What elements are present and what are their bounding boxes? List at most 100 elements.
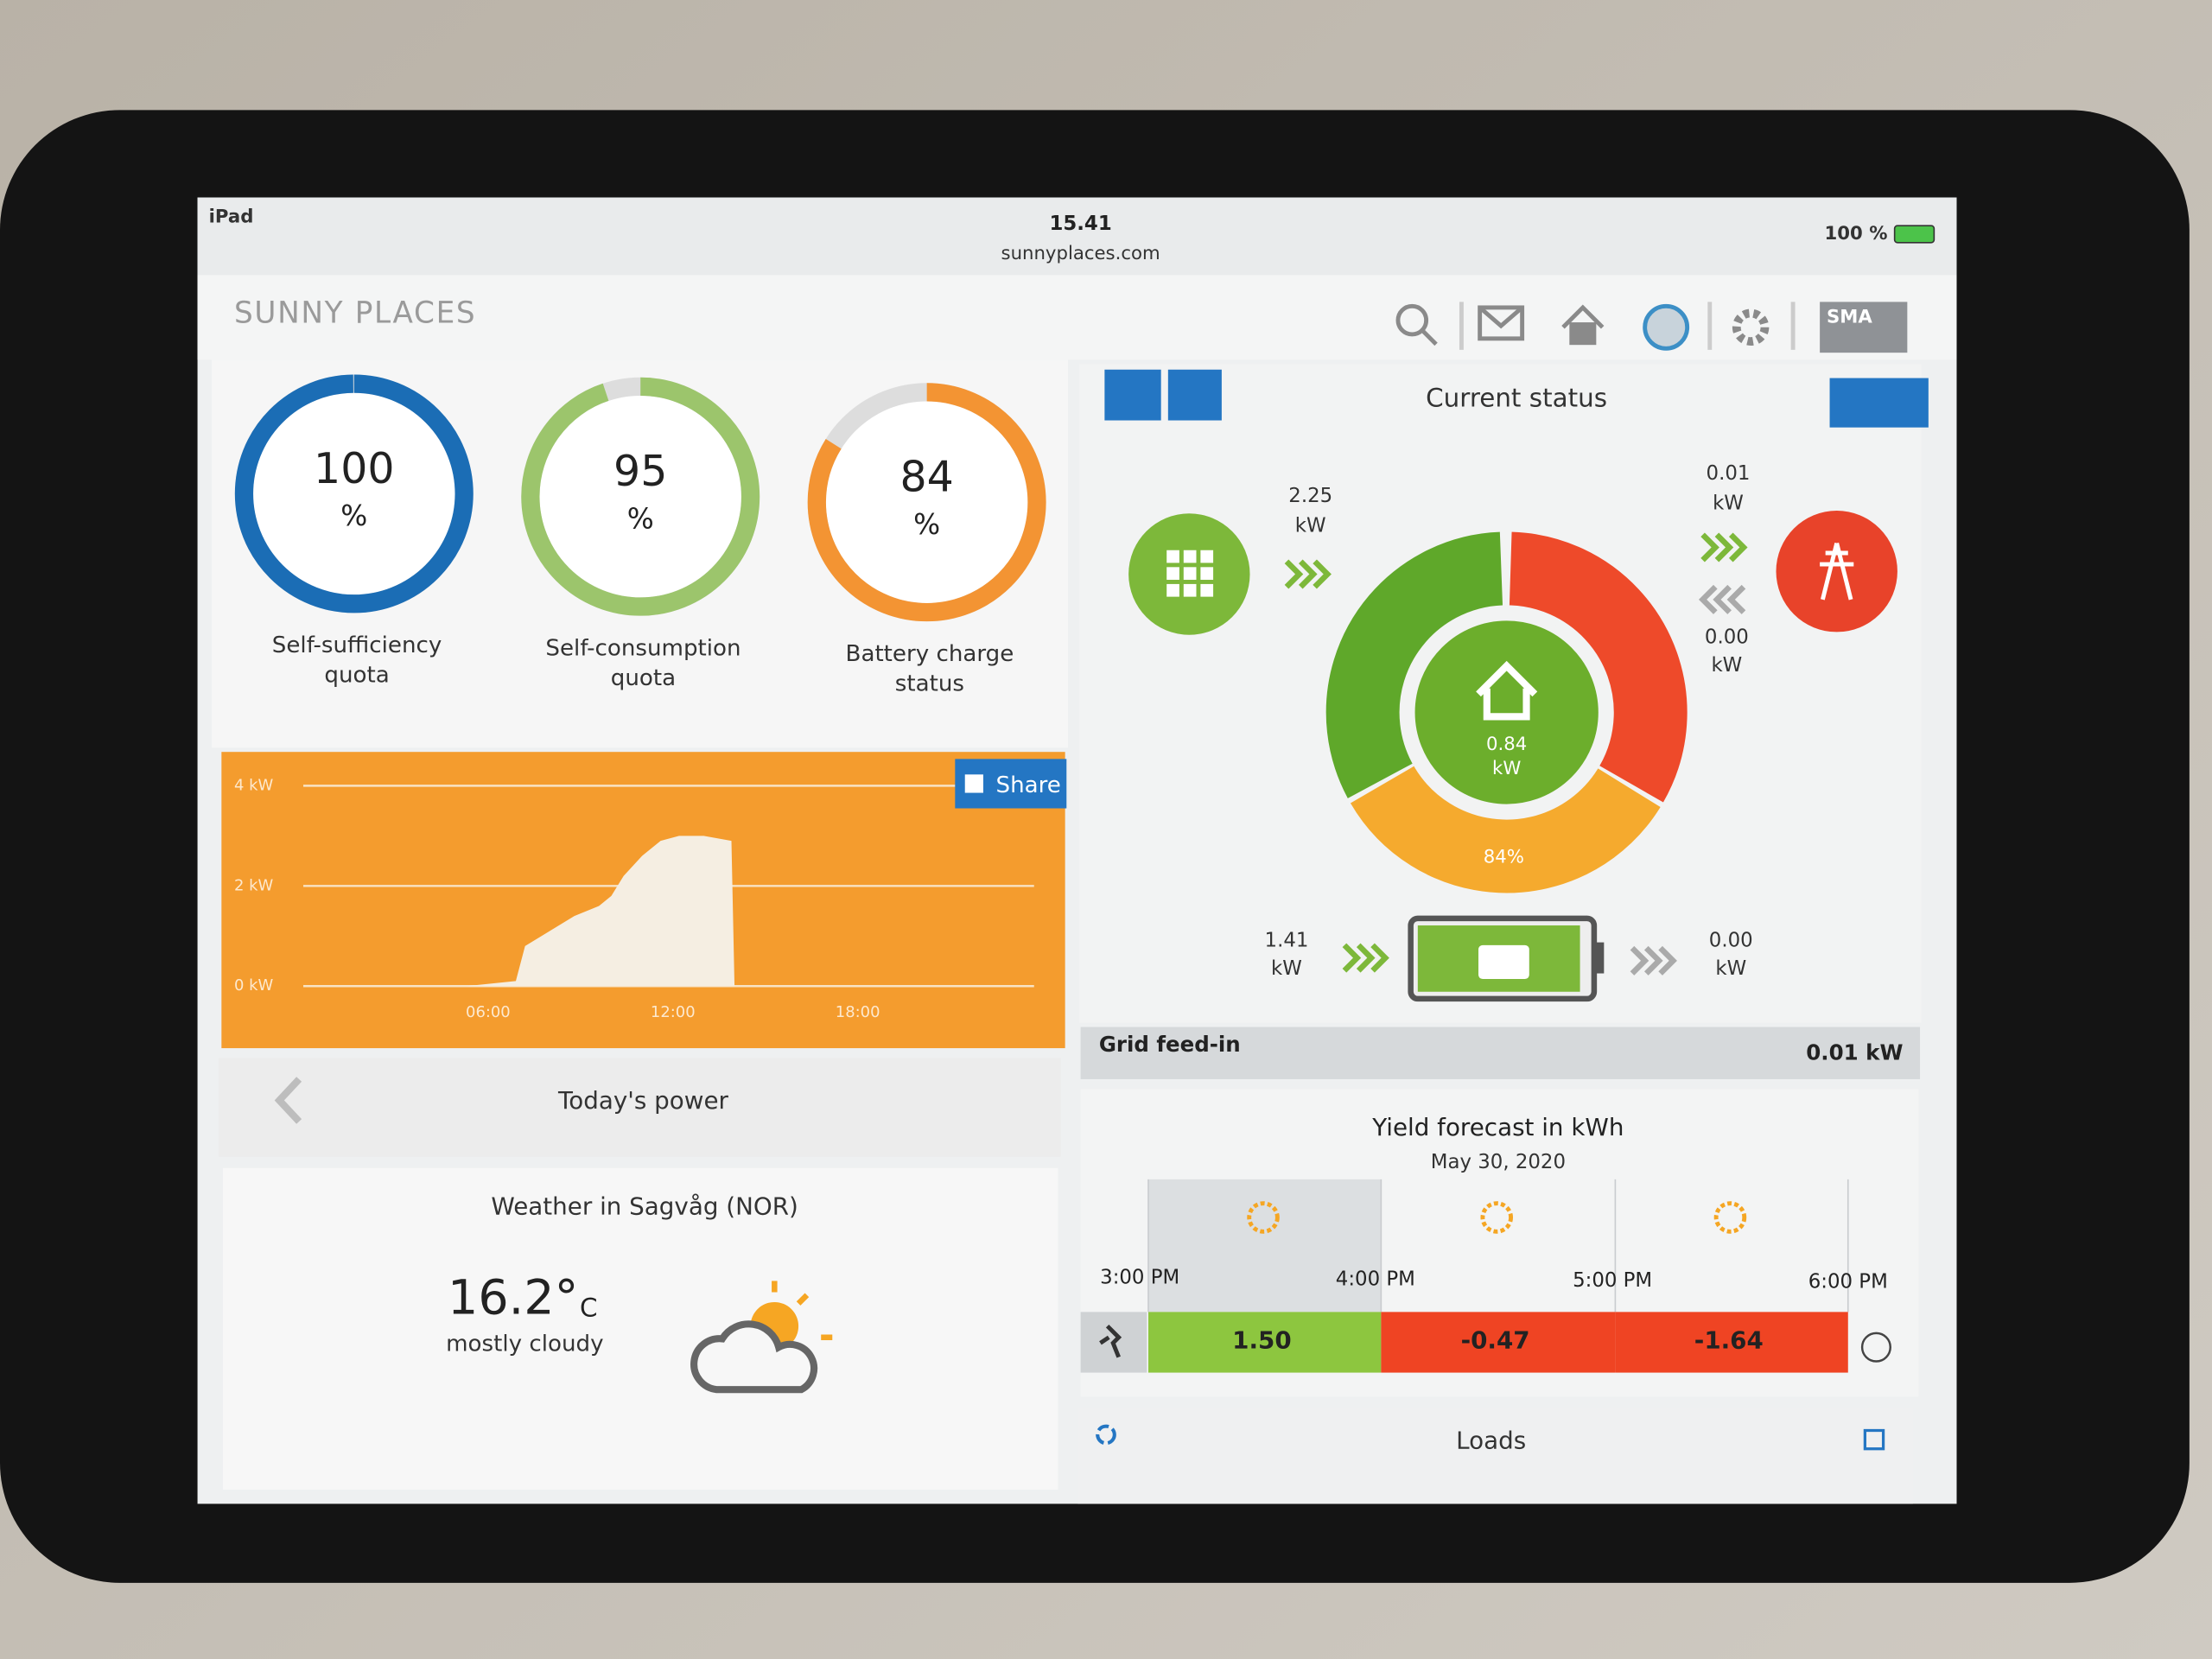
forecast-value: -0.47: [1461, 1326, 1530, 1355]
quotas: 100% Self-sufficiency quota 95% Self-consump…: [234, 374, 1046, 696]
forecast-table: 3:00 PM 4:00 PM 5:00 PM 6:00 PM 1.50 -0.47 -1.…: [1080, 1179, 1891, 1373]
pv-unit: kW: [1295, 514, 1326, 537]
battery-segment: [1325, 531, 1688, 893]
battery-discharge-flow: [1630, 945, 1677, 976]
grid-out-unit: kW: [1713, 492, 1744, 514]
edit-icon[interactable]: [1863, 1428, 1885, 1451]
battery-discharge-power: 0.00: [1709, 929, 1753, 951]
logo-box: [1820, 302, 1908, 353]
feed-in-label: Grid feed-in: [1099, 1032, 1241, 1057]
battery-symbol: [1478, 944, 1529, 980]
ring-unit: %: [340, 499, 367, 532]
battery-level: 100 %: [1825, 223, 1888, 245]
temperature-unit: C: [580, 1294, 598, 1323]
weather-description: mostly cloudy: [446, 1331, 603, 1357]
grid-in-flow: [1698, 584, 1746, 614]
pv-grid: [1166, 550, 1214, 597]
energy-donut: [1325, 531, 1688, 893]
battery-icon: [1893, 225, 1936, 244]
feed-in-bar: [1080, 1027, 1921, 1079]
y-tick-label: 2 kW: [234, 876, 274, 894]
battery-tip: [1595, 942, 1605, 974]
ring-number: 95: [613, 447, 667, 496]
x-tick-label: 06:00: [466, 1003, 511, 1021]
forecast-cell: [1147, 1312, 1382, 1373]
grid-out-power: 0.01: [1707, 462, 1751, 485]
forecast-value: 1.50: [1232, 1326, 1291, 1355]
prev-arrow[interactable]: [274, 1077, 302, 1124]
device: iPad: [209, 206, 254, 227]
expand-icon[interactable]: [1860, 1332, 1891, 1363]
facebook-button[interactable]: [1167, 369, 1222, 421]
plug-icon: [1099, 1324, 1122, 1358]
loads-title: Loads: [1456, 1427, 1526, 1455]
x-tick-label: 12:00: [651, 1003, 696, 1021]
y-tick-label: 4 kW: [234, 776, 274, 794]
pv-segment: [1325, 531, 1688, 893]
ring-label: Battery charge: [846, 641, 1014, 667]
sun-icon: [1713, 1201, 1747, 1234]
ring-value: [234, 374, 474, 613]
forecast-cell: [1381, 1312, 1616, 1373]
ring-value: [521, 377, 760, 616]
download-button[interactable]: [1829, 378, 1929, 428]
profile-icon[interactable]: [1643, 303, 1690, 351]
forecast-time: 5:00 PM: [1573, 1269, 1652, 1292]
forecast-time: 6:00 PM: [1808, 1271, 1888, 1294]
temperature: 16.2°: [448, 1269, 578, 1325]
home-power: 0.84: [1486, 734, 1527, 755]
feed-in-value: 0.01 kW: [1806, 1040, 1903, 1065]
sun-icon: [1480, 1201, 1514, 1234]
home-unit: kW: [1492, 758, 1521, 779]
cloud: [690, 1320, 818, 1394]
power-nav: [219, 1058, 1061, 1157]
battery-charge-power: 1.41: [1265, 929, 1309, 951]
home-circle: [1406, 612, 1607, 813]
y-tick-label: 0 kW: [234, 976, 274, 995]
status-bar: [197, 197, 1957, 276]
grid-segment: [1325, 531, 1688, 893]
ring-label: Self-sufficiency: [272, 632, 442, 658]
settings-icon[interactable]: [1732, 308, 1770, 346]
ring-label: quota: [611, 665, 676, 691]
mail-icon[interactable]: [1478, 305, 1525, 341]
pylon: [1820, 542, 1854, 601]
clock: 15.41: [1049, 213, 1111, 235]
weather-icon: [690, 1281, 833, 1394]
mail-flap: [1478, 306, 1524, 329]
forecast-value: -1.64: [1694, 1326, 1764, 1355]
grid-out-flow: [1700, 532, 1748, 563]
chart-plot: 0 kW 2 kW 4 kW 06:00 12:00 18:00: [234, 776, 1034, 1021]
status-title: Current status: [1426, 384, 1607, 413]
weather-panel: [222, 1167, 1058, 1491]
facebook-icon: [964, 774, 983, 793]
refresh-icon[interactable]: [1096, 1424, 1116, 1446]
ring-number: 84: [899, 453, 953, 502]
pv-flow: [1284, 559, 1332, 589]
grid-in-power: 0.00: [1705, 626, 1749, 648]
logo: SMA: [1827, 306, 1872, 327]
x-tick-label: 18:00: [836, 1003, 880, 1021]
weather-title: Weather in Sagvåg (NOR): [491, 1192, 798, 1221]
share-label[interactable]: Share: [996, 772, 1061, 798]
search-icon[interactable]: [1395, 303, 1429, 337]
ring-label: Self-consumption: [545, 636, 741, 662]
ring-label: quota: [324, 663, 389, 689]
home-symbol: [1476, 660, 1538, 721]
search-handle: [1420, 328, 1438, 346]
ring-value: [807, 383, 1046, 622]
forecast-cell: [1615, 1312, 1848, 1373]
loads-panel: [1077, 1408, 1913, 1504]
battery-charge-unit: kW: [1271, 957, 1302, 980]
grid-icon: [1776, 511, 1897, 632]
ring-unit: %: [913, 508, 940, 541]
app-title: SUNNY PLACES: [234, 296, 476, 331]
sun-icon: [1247, 1201, 1280, 1234]
ring-label: status: [895, 671, 964, 696]
current-hour: [1147, 1179, 1382, 1313]
url: sunnyplaces.com: [1001, 243, 1160, 264]
home-icon[interactable]: [1561, 304, 1605, 329]
export-button[interactable]: [1104, 369, 1161, 421]
